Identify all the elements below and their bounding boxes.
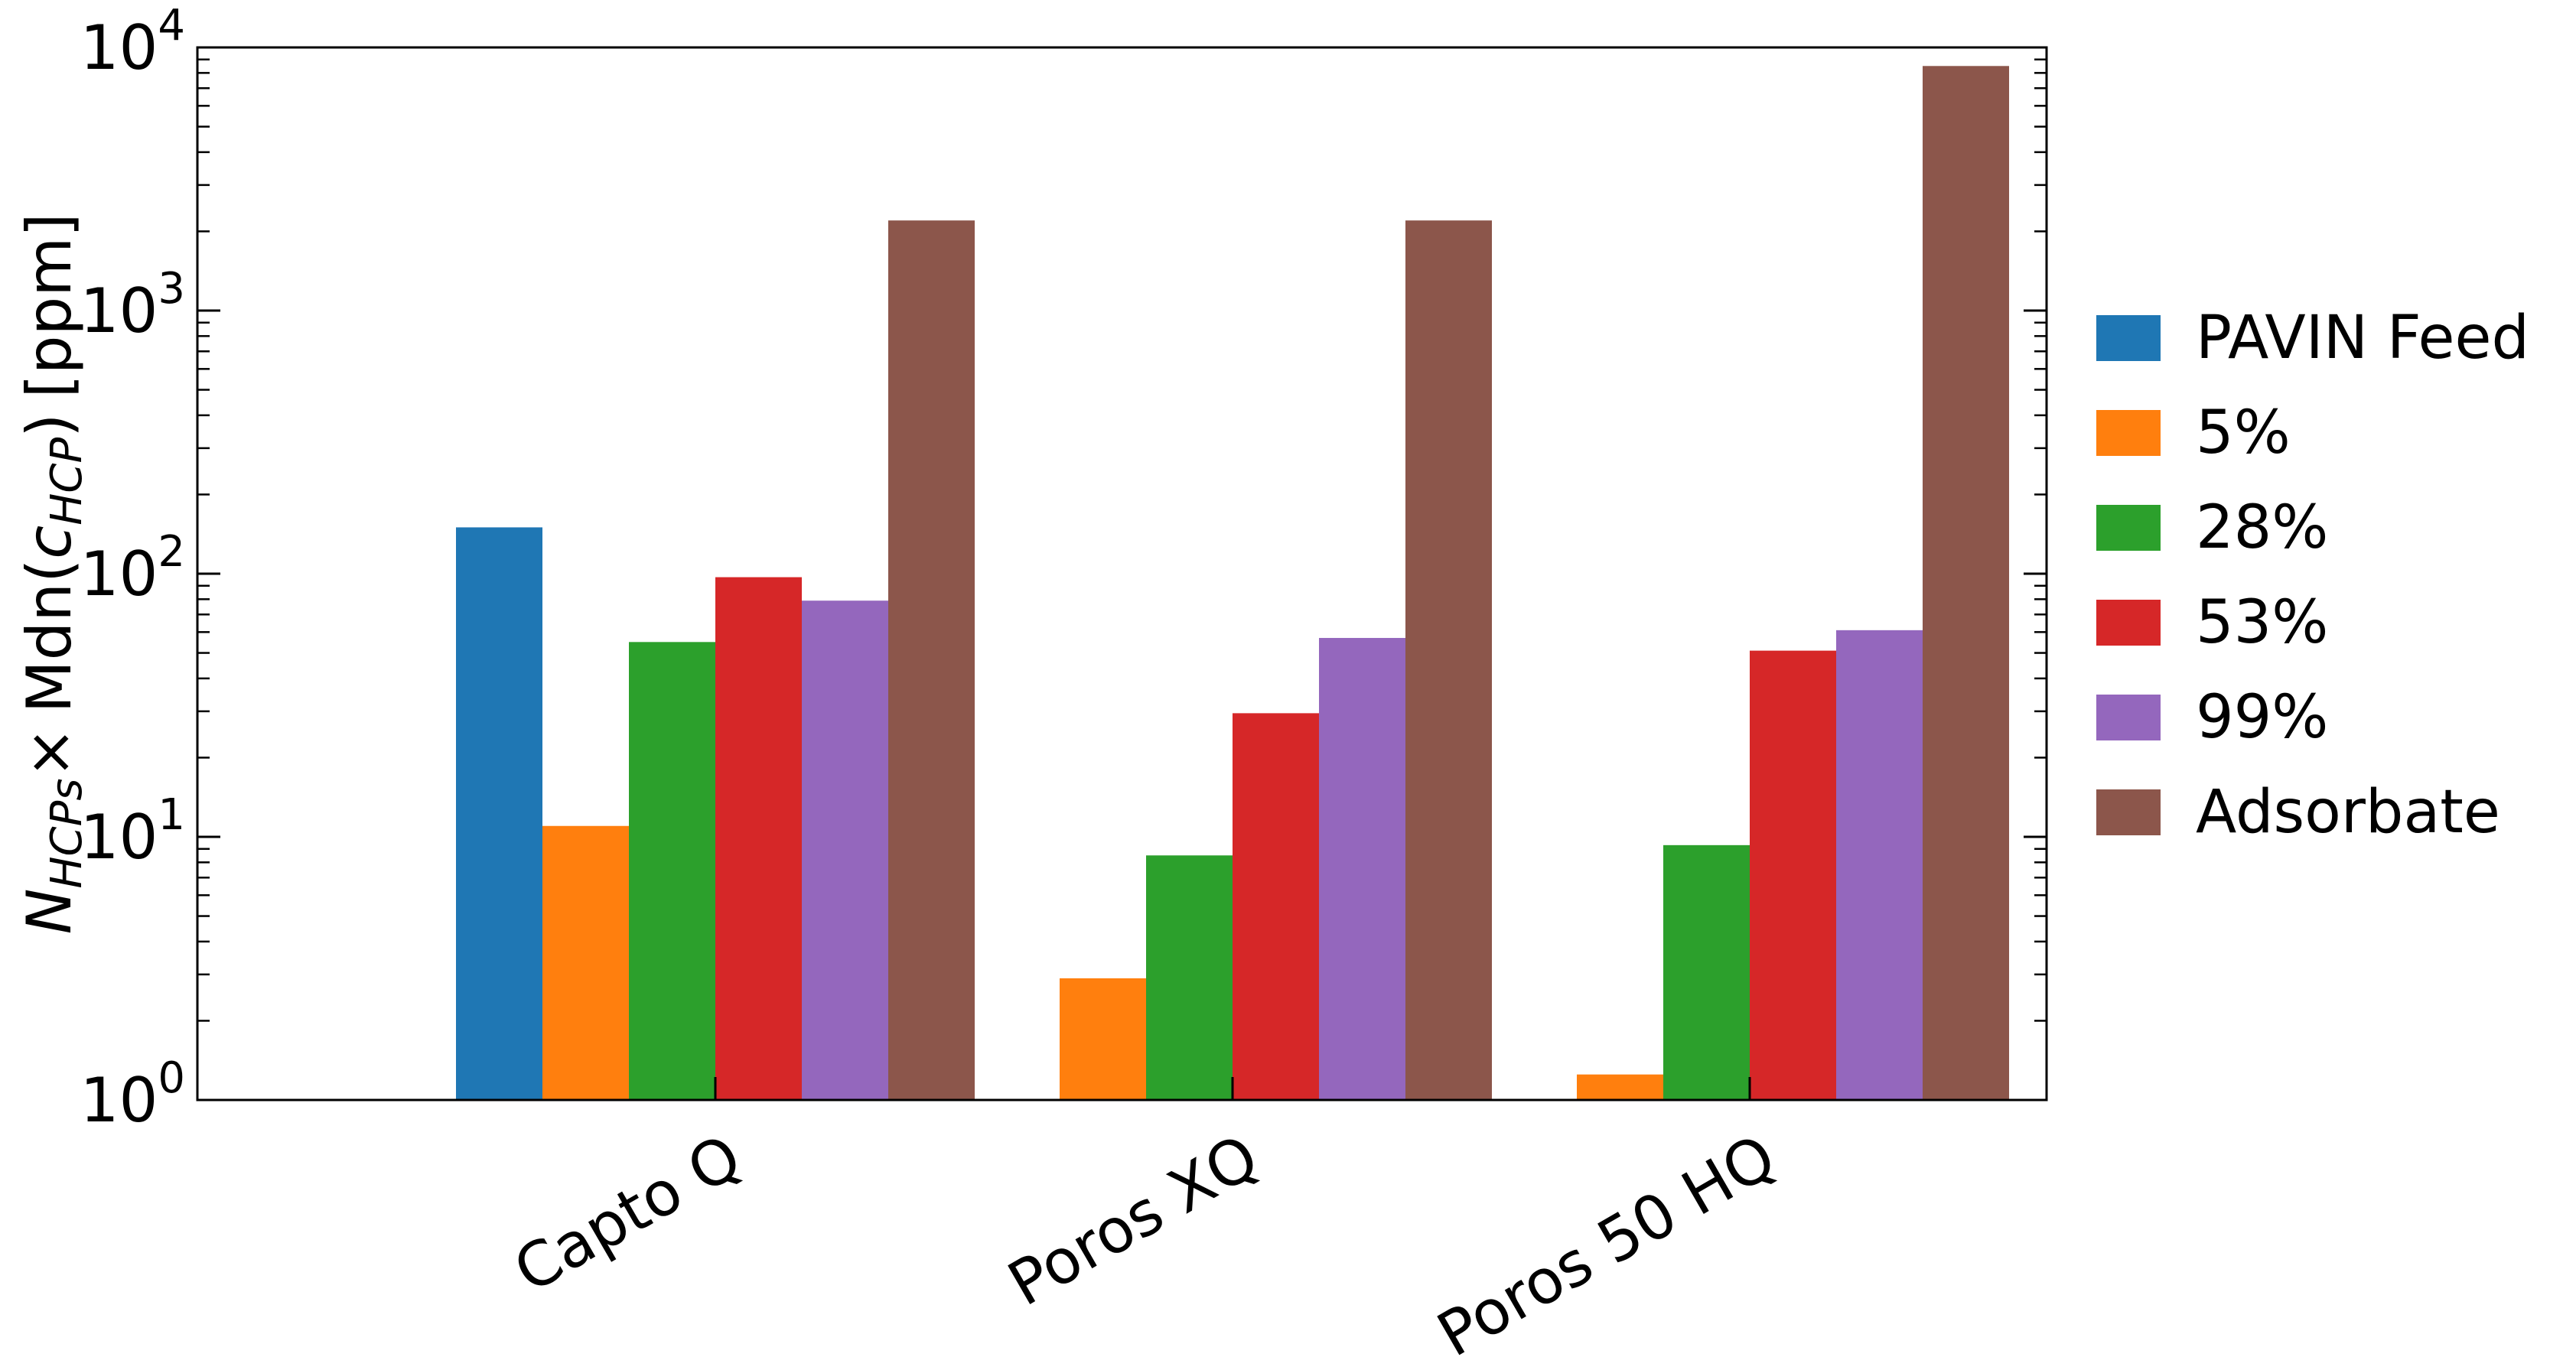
legend-label: 5% [2196,399,2291,467]
x-tick-label: Poros XQ [996,1121,1270,1320]
legend-swatch [2096,315,2161,361]
bar-28--poros-xq [1146,855,1233,1100]
ylabel-mdn: Mdn( [14,559,85,714]
bar-53--capto-q [715,577,802,1100]
legend: PAVIN Feed 5% 28% 53% 99% Adsorbate [2096,291,2529,860]
legend-swatch [2096,505,2161,551]
bar-99--poros-50-hq [1836,630,1923,1100]
bar-5--poros-xq [1060,978,1146,1100]
bar-5--capto-q [542,825,629,1100]
bar-53--poros-50-hq [1750,650,1836,1100]
bar-adsorbate-capto-q [888,220,975,1101]
legend-label: 53% [2196,588,2329,657]
ylabel-times: × [14,727,85,778]
legend-swatch [2096,695,2161,740]
y-tick-label: 103 [80,264,185,347]
bars [456,66,2009,1101]
bar-adsorbate-poros-xq [1405,220,1492,1101]
ylabel-c: c [14,526,85,559]
legend-item: Adsorbate [2096,765,2529,860]
legend-item: PAVIN Feed [2096,291,2529,386]
legend-item: 28% [2096,480,2529,575]
legend-label: Adsorbate [2196,778,2500,847]
ylabel-unit: [ppm] [14,213,85,399]
ylabel-close: ) [14,413,85,437]
bar-adsorbate-poros-50-hq [1923,66,2009,1100]
ylabel-c-sub: HCP [42,437,92,525]
legend-label: PAVIN Feed [2196,304,2530,373]
y-tick-label: 100 [80,1053,185,1136]
x-tick-label: Capto Q [503,1121,753,1307]
legend-label: 99% [2196,683,2329,752]
y-axis-label: NHCPs× Mdn(cHCP) [ppm] [14,213,92,935]
legend-label: 28% [2196,493,2329,562]
y-tick-label: 104 [80,1,185,83]
legend-swatch [2096,410,2161,456]
bar-99--poros-xq [1319,637,1405,1100]
y-tick-label: 101 [80,790,185,873]
bar-99--capto-q [802,600,888,1100]
bar-28--poros-50-hq [1663,844,1750,1100]
bar-5--poros-50-hq [1577,1074,1663,1100]
axis-ticks [197,46,2047,1102]
bar-28--capto-q [629,642,715,1100]
plot-frame [196,46,2048,1102]
legend-swatch [2096,789,2161,835]
x-tick-label: Poros 50 HQ [1426,1121,1787,1370]
legend-item: 99% [2096,670,2529,765]
ylabel-n: N [14,889,85,935]
legend-swatch [2096,600,2161,646]
y-tick-label: 102 [80,527,185,610]
svg-text:NHCPs×Mdn(cHCP)[ppm]: NHCPs× Mdn(cHCP) [ppm] [14,213,92,935]
legend-item: 5% [2096,386,2529,480]
ylabel-n-sub: HCPs [42,778,92,888]
bar-53--poros-xq [1233,713,1319,1100]
y-tick-labels: 100 101 102 103 104 [80,1,185,1136]
legend-item: 53% [2096,575,2529,670]
x-tick-labels: Capto Q Poros XQ Poros 50 HQ [503,1121,1787,1370]
bar-pavin-feed-capto-q [456,527,542,1100]
